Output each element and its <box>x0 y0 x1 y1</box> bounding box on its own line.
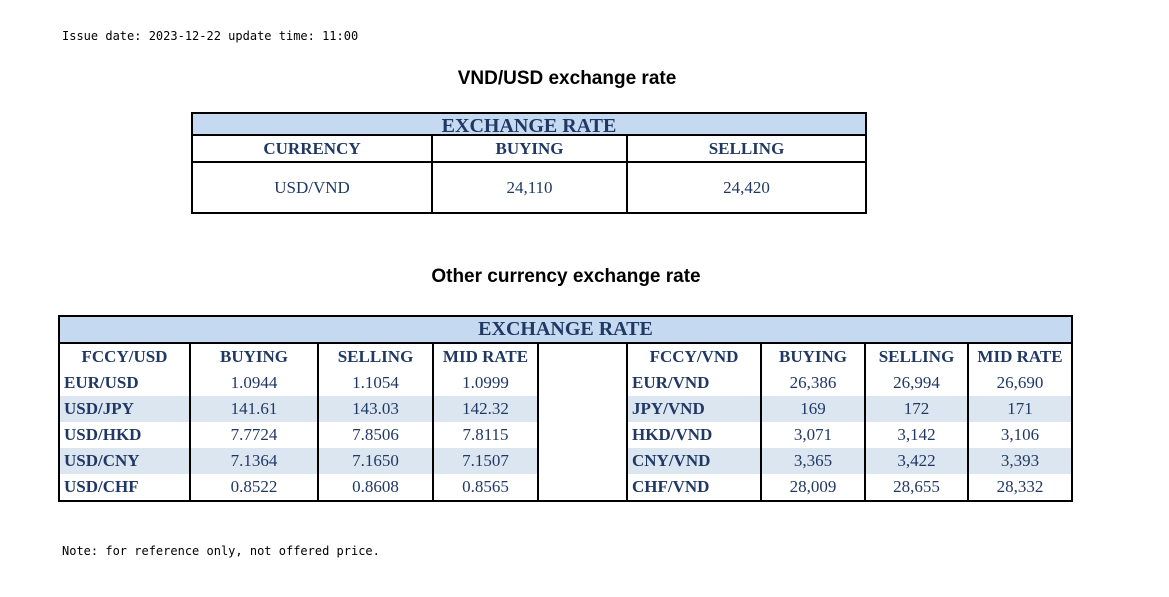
vnd-usd-table: EXCHANGE RATE CURRENCY BUYING SELLING US… <box>191 112 867 214</box>
table-row: EUR/USD 1.0944 1.1054 1.0999 EUR/VND 26,… <box>60 370 1071 396</box>
exchange-rate-band: EXCHANGE RATE <box>60 317 1071 344</box>
table-row: USD/CHF 0.8522 0.8608 0.8565 CHF/VND 28,… <box>60 474 1071 500</box>
usd-mid-cell: 142.32 <box>434 396 539 422</box>
usd-buy-cell: 1.0944 <box>191 370 319 396</box>
gap-cell <box>539 344 626 370</box>
col-currency: CURRENCY <box>193 136 433 161</box>
vnd-buy-cell: 28,009 <box>762 474 866 500</box>
vnd-buy-cell: 169 <box>762 396 866 422</box>
usd-mid-cell: 0.8565 <box>434 474 539 500</box>
exchange-rate-band: EXCHANGE RATE <box>193 114 865 137</box>
col-buying: BUYING <box>433 136 628 161</box>
col-vnd-buying: BUYING <box>762 344 866 370</box>
usd-mid-cell: 7.8115 <box>434 422 539 448</box>
vnd-pair-cell: EUR/VND <box>626 370 762 396</box>
table-row: USD/JPY 141.61 143.03 142.32 JPY/VND 169… <box>60 396 1071 422</box>
usd-pair-cell: USD/JPY <box>60 396 191 422</box>
usd-sell-cell: 7.1650 <box>319 448 434 474</box>
usd-pair-cell: USD/HKD <box>60 422 191 448</box>
vnd-sell-cell: 3,142 <box>866 422 969 448</box>
buying-cell: 24,110 <box>433 163 628 212</box>
col-vnd-mid: MID RATE <box>977 347 1063 366</box>
usd-buy-cell: 141.61 <box>191 396 319 422</box>
table-header-row: CURRENCY BUYING SELLING <box>193 136 865 163</box>
table-row: USD/CNY 7.1364 7.1650 7.1507 CNY/VND 3,3… <box>60 448 1071 474</box>
col-fccy-usd: FCCY/USD <box>60 344 191 370</box>
gap-cell <box>539 448 626 474</box>
col-usd-mid: MID RATE <box>434 344 539 370</box>
col-selling: SELLING <box>708 138 785 158</box>
col-vnd-selling: SELLING <box>866 344 969 370</box>
usd-sell-cell: 0.8608 <box>319 474 434 500</box>
gap-cell <box>539 422 626 448</box>
usd-mid-cell: 7.1507 <box>434 448 539 474</box>
gap-cell <box>539 474 626 500</box>
usd-sell-cell: 7.8506 <box>319 422 434 448</box>
usd-mid-cell: 1.0999 <box>434 370 539 396</box>
vnd-sell-cell: 172 <box>866 396 969 422</box>
vnd-sell-cell: 3,422 <box>866 448 969 474</box>
vnd-mid-cell: 3,106 <box>1000 425 1040 444</box>
usd-buy-cell: 0.8522 <box>191 474 319 500</box>
usd-buy-cell: 7.7724 <box>191 422 319 448</box>
usd-sell-cell: 1.1054 <box>319 370 434 396</box>
gap-cell <box>539 396 626 422</box>
vnd-usd-title: VND/USD exchange rate <box>457 68 677 89</box>
gap-cell <box>539 370 626 396</box>
vnd-pair-cell: JPY/VND <box>626 396 762 422</box>
vnd-buy-cell: 3,071 <box>762 422 866 448</box>
selling-cell: 24,420 <box>723 177 770 197</box>
vnd-mid-cell: 3,393 <box>969 448 1071 474</box>
vnd-buy-cell: 26,386 <box>762 370 866 396</box>
usd-pair-cell: EUR/USD <box>60 370 191 396</box>
vnd-pair-cell: CNY/VND <box>626 448 762 474</box>
issue-date-line: Issue date: 2023-12-22 update time: 11:0… <box>62 29 359 43</box>
col-usd-selling: SELLING <box>319 344 434 370</box>
table-row: USD/HKD 7.7724 7.8506 7.8115 HKD/VND 3,0… <box>60 422 1071 448</box>
vnd-mid-cell: 28,332 <box>996 477 1044 496</box>
vnd-pair-cell: CHF/VND <box>626 474 762 500</box>
vnd-buy-cell: 3,365 <box>762 448 866 474</box>
col-usd-buying: BUYING <box>191 344 319 370</box>
table-row: USD/VND 24,110 24,420 <box>193 163 865 212</box>
other-currency-title: Other currency exchange rate <box>431 266 701 287</box>
usd-sell-cell: 143.03 <box>319 396 434 422</box>
vnd-mid-cell: 171 <box>969 396 1071 422</box>
vnd-sell-cell: 26,994 <box>866 370 969 396</box>
usd-buy-cell: 7.1364 <box>191 448 319 474</box>
col-fccy-vnd: FCCY/VND <box>626 344 762 370</box>
table-header-row: FCCY/USD BUYING SELLING MID RATE FCCY/VN… <box>60 344 1071 370</box>
vnd-sell-cell: 28,655 <box>866 474 969 500</box>
vnd-pair-cell: HKD/VND <box>626 422 762 448</box>
other-currency-table: EXCHANGE RATE FCCY/USD BUYING SELLING MI… <box>58 315 1073 502</box>
vnd-mid-cell: 26,690 <box>996 373 1044 392</box>
usd-pair-cell: USD/CHF <box>60 474 191 500</box>
currency-cell: USD/VND <box>193 163 433 212</box>
reference-note: Note: for reference only, not offered pr… <box>62 544 380 558</box>
usd-pair-cell: USD/CNY <box>60 448 191 474</box>
